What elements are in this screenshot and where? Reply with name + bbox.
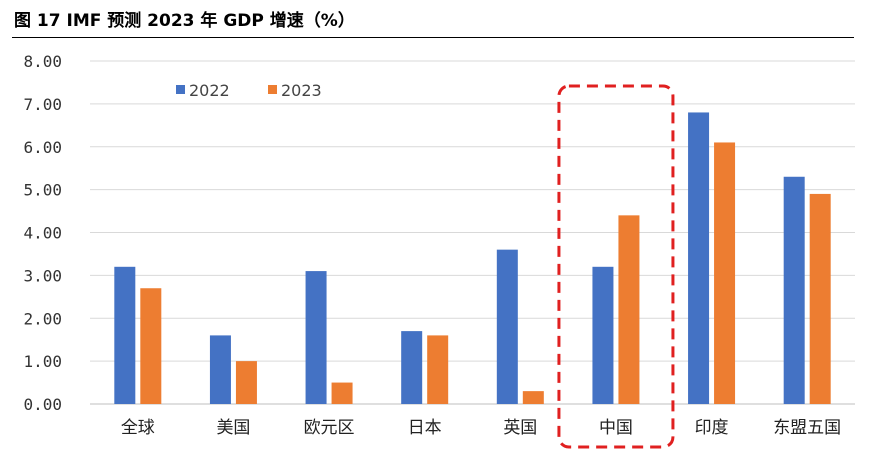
bar-2023 xyxy=(427,335,449,404)
legend-label-2022: 2022 xyxy=(189,81,230,100)
bar-2022 xyxy=(592,266,614,404)
bar-2022 xyxy=(688,112,710,404)
bar-2022 xyxy=(783,176,805,404)
y-tick-label: 1.00 xyxy=(23,352,62,371)
bar-2022 xyxy=(305,271,327,404)
bar-2022 xyxy=(209,335,231,404)
bar-2022 xyxy=(496,249,518,404)
y-tick-label: 5.00 xyxy=(23,181,62,200)
x-category-label: 印度 xyxy=(695,418,729,438)
bar-2023 xyxy=(809,193,831,404)
bar-2023 xyxy=(618,215,640,404)
bar-2022 xyxy=(114,266,136,404)
y-tick-label: 0.00 xyxy=(23,395,62,414)
y-tick-label: 6.00 xyxy=(23,138,62,157)
x-category-label: 欧元区 xyxy=(304,418,355,438)
bar-2023 xyxy=(235,361,257,404)
y-tick-label: 8.00 xyxy=(23,52,62,71)
x-category-label: 日本 xyxy=(408,418,442,438)
legend-swatch-2023 xyxy=(268,85,277,94)
y-tick-label: 7.00 xyxy=(23,95,62,114)
bar-2023 xyxy=(522,391,544,404)
legend-swatch-2022 xyxy=(176,85,185,94)
bar-2022 xyxy=(401,331,423,404)
x-category-label: 中国 xyxy=(599,418,633,438)
y-tick-label: 3.00 xyxy=(23,266,62,285)
title-rule xyxy=(12,37,854,38)
bar-2023 xyxy=(331,382,353,404)
bar-2023 xyxy=(140,288,162,404)
legend-label-2023: 2023 xyxy=(281,81,322,100)
y-tick-label: 4.00 xyxy=(23,224,62,243)
x-category-label: 美国 xyxy=(216,418,250,438)
x-category-label: 东盟五国 xyxy=(773,418,841,438)
highlight-box xyxy=(557,84,675,449)
figure-title: 图 17 IMF 预测 2023 年 GDP 增速（%） xyxy=(14,11,355,31)
x-category-label: 英国 xyxy=(503,418,537,438)
y-tick-label: 2.00 xyxy=(23,309,62,328)
bar-2023 xyxy=(714,142,736,404)
x-category-label: 全球 xyxy=(121,418,155,438)
